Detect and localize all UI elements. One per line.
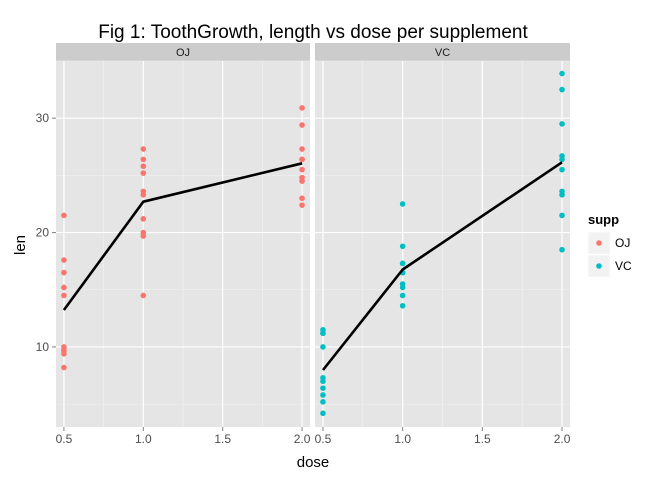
data-point-oj [299,105,305,111]
facet-strip-label: OJ [176,47,190,59]
data-point-oj [61,212,67,219]
data-point-oj [299,166,305,173]
data-point-oj [61,269,67,276]
data-point-vc [320,330,326,337]
data-point-oj [140,163,147,170]
data-point-vc [399,292,406,299]
y-tick-label: 30 [36,111,50,125]
x-tick-label: 2.0 [294,432,311,446]
x-tick-label: 2.0 [554,432,571,446]
data-point-oj [140,292,147,299]
facet-strip [56,43,310,61]
legend-symbol-oj [596,240,602,246]
legend: supp OJ VC [587,212,632,278]
data-point-oj [140,188,147,195]
data-point-oj [61,364,67,371]
data-point-vc [320,399,326,405]
facet-strip-label: VC [435,47,450,59]
x-tick-label: 1.0 [394,432,411,446]
legend-label-vc: VC [615,259,632,273]
data-point-vc [320,410,326,417]
x-tick-label: 1.5 [214,432,231,446]
x-axis-label: dose [297,454,330,471]
data-point-vc [320,392,326,398]
chart-title: Fig 1: ToothGrowth, length vs dose per s… [98,22,528,43]
data-point-vc [559,192,565,198]
x-tick-label: 0.5 [315,432,332,446]
data-point-vc [320,344,326,350]
data-point-vc [559,121,565,127]
legend-symbol-vc [596,263,602,269]
y-tick-label: 10 [36,340,50,354]
data-point-vc [559,70,565,77]
data-point-oj [140,229,147,236]
data-point-vc [559,86,565,93]
data-point-vc [399,243,406,250]
y-axis-label: len [12,235,29,255]
facet-panels: OJ 0.5 1.0 1.5 2.0 10 20 30 VC 0.5 1.0 1.5 2.0 [36,43,571,446]
data-point-oj [299,174,305,181]
data-point-vc [399,281,406,287]
data-point-oj [61,347,67,354]
x-tick-label: 1.5 [474,432,491,446]
data-point-vc [559,212,565,219]
data-point-vc [399,260,406,267]
data-point-oj [299,156,305,163]
x-tick-label: 1.0 [135,432,152,446]
data-point-vc [399,302,406,309]
legend-title: supp [588,212,619,227]
data-point-oj [61,292,67,299]
data-point-oj [140,146,147,152]
mean-line-oj [62,162,303,311]
data-point-oj [299,195,305,202]
data-point-oj [299,122,305,128]
data-point-oj [61,257,67,263]
x-tick-label: 0.5 [56,432,73,446]
facet-strip [315,43,570,61]
facet-panel-vc: VC 0.5 1.0 1.5 2.0 [315,43,571,446]
data-point-oj [299,146,305,152]
legend-label-oj: OJ [615,236,630,250]
facet-panel-oj: OJ 0.5 1.0 1.5 2.0 10 20 30 [36,43,311,446]
data-point-oj [140,156,147,163]
data-point-vc [559,166,565,173]
data-point-oj [61,284,67,291]
data-point-oj [299,202,305,208]
y-tick-label: 20 [36,226,50,240]
data-point-oj [140,216,147,222]
data-point-vc [320,385,326,391]
data-point-vc [399,201,406,207]
data-point-oj [140,170,147,176]
data-point-vc [559,153,565,159]
data-point-vc [320,378,326,385]
mean-line-vc [321,161,563,371]
data-point-vc [559,246,565,253]
